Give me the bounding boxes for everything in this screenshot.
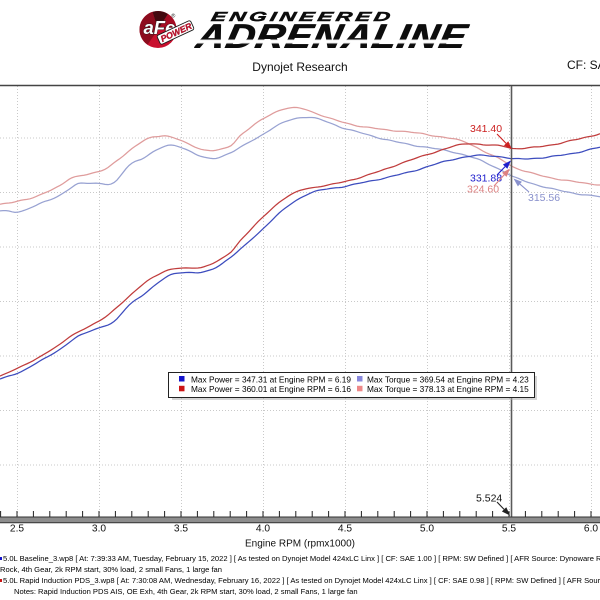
svg-text:315.56: 315.56 (528, 192, 560, 204)
svg-text:4.0: 4.0 (256, 524, 270, 535)
svg-text:341.40: 341.40 (470, 123, 502, 135)
svg-text:Engine RPM (rpmx1000): Engine RPM (rpmx1000) (245, 539, 355, 550)
svg-text:Max Torque = 369.54 at Engine: Max Torque = 369.54 at Engine RPM = 4.23 (367, 374, 529, 384)
svg-text:Max Torque = 378.13 at Engine: Max Torque = 378.13 at Engine RPM = 4.15 (367, 384, 529, 394)
svg-text:®: ® (171, 13, 175, 20)
svg-text:5.524: 5.524 (476, 493, 502, 505)
svg-text:3.0: 3.0 (92, 524, 106, 535)
svg-text:Max Power = 360.01 at Engine R: Max Power = 360.01 at Engine RPM = 6.16 (191, 384, 351, 394)
svg-text:Max Power = 347.31 at Engine R: Max Power = 347.31 at Engine RPM = 6.19 (191, 374, 351, 384)
svg-text:324.60: 324.60 (467, 184, 499, 196)
svg-text:4.5: 4.5 (338, 524, 352, 535)
svg-text:6.0: 6.0 (584, 524, 598, 535)
svg-text:331.88: 331.88 (470, 173, 502, 185)
svg-text:5.0: 5.0 (420, 524, 434, 535)
svg-text:5.5: 5.5 (502, 524, 516, 535)
svg-text:2.5: 2.5 (10, 524, 24, 535)
svg-text:3.5: 3.5 (174, 524, 188, 535)
